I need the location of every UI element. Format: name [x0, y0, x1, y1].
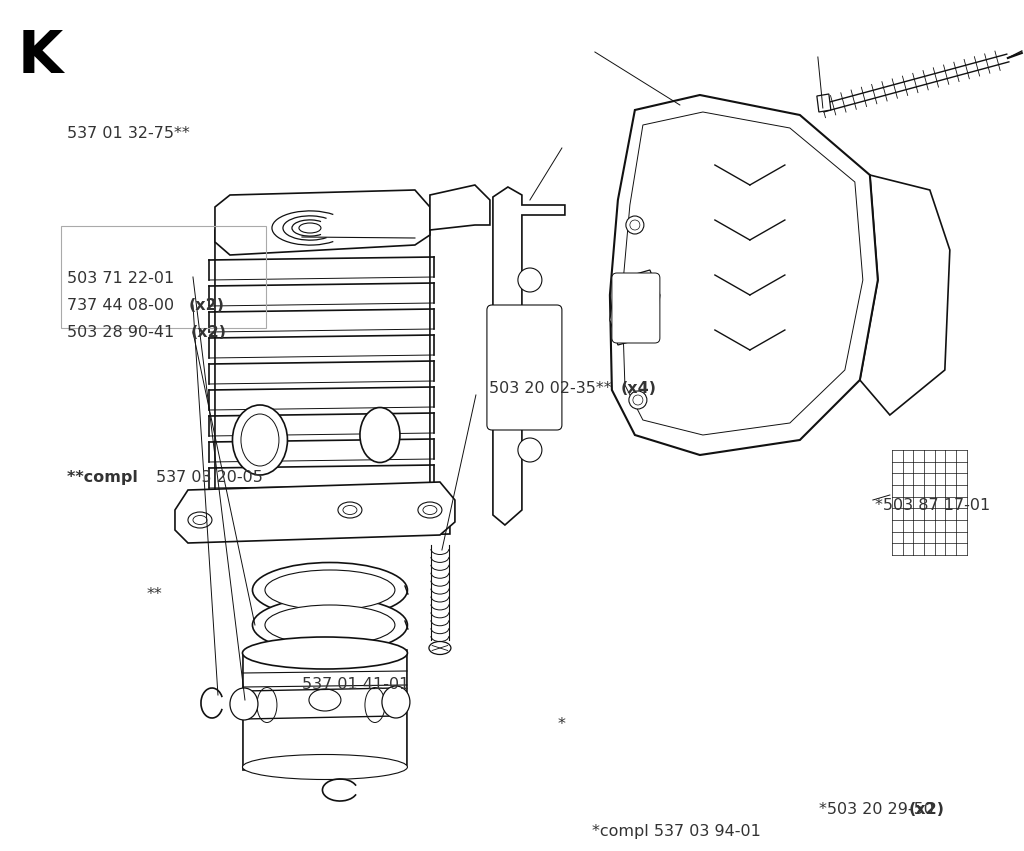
Text: **: ** [146, 587, 162, 603]
Circle shape [629, 391, 647, 409]
Text: 537 01 41-01: 537 01 41-01 [302, 677, 410, 693]
Text: 503 20 02-35**: 503 20 02-35** [489, 381, 617, 397]
Text: (x4): (x4) [621, 381, 656, 397]
Polygon shape [215, 190, 430, 255]
Ellipse shape [365, 688, 385, 722]
Polygon shape [215, 220, 430, 515]
Text: *503 20 29-50: *503 20 29-50 [819, 802, 939, 817]
FancyBboxPatch shape [612, 273, 659, 343]
Ellipse shape [299, 223, 321, 233]
Text: 537 01 32-75**: 537 01 32-75** [67, 126, 189, 141]
Text: **compl: **compl [67, 470, 143, 485]
Ellipse shape [241, 414, 279, 466]
Ellipse shape [265, 605, 395, 645]
Text: 537 03 20-05: 537 03 20-05 [156, 470, 262, 485]
Ellipse shape [423, 505, 437, 515]
Ellipse shape [309, 689, 341, 711]
Circle shape [633, 395, 643, 405]
Ellipse shape [429, 642, 451, 654]
Text: (x2): (x2) [190, 325, 226, 340]
Text: (x2): (x2) [908, 802, 944, 817]
Polygon shape [817, 94, 830, 112]
Text: *503 87 17-01: *503 87 17-01 [876, 498, 990, 513]
Polygon shape [860, 175, 950, 415]
Polygon shape [610, 95, 878, 455]
Ellipse shape [253, 597, 408, 653]
Polygon shape [610, 270, 659, 345]
Ellipse shape [418, 502, 442, 518]
Text: (x2): (x2) [188, 298, 224, 313]
Polygon shape [243, 650, 407, 770]
Text: K: K [18, 28, 63, 85]
Text: 503 71 22-01: 503 71 22-01 [67, 271, 174, 286]
Ellipse shape [188, 512, 212, 528]
Ellipse shape [382, 686, 410, 718]
Ellipse shape [257, 688, 276, 722]
Text: 503 28 90-41: 503 28 90-41 [67, 325, 179, 340]
Ellipse shape [230, 688, 258, 720]
Text: *: * [557, 717, 565, 733]
Ellipse shape [265, 570, 395, 610]
Ellipse shape [360, 408, 400, 462]
Ellipse shape [243, 637, 408, 669]
Text: 737 44 08-00: 737 44 08-00 [67, 298, 179, 313]
Circle shape [630, 220, 640, 230]
Ellipse shape [343, 505, 357, 515]
Circle shape [518, 438, 542, 462]
Ellipse shape [243, 755, 408, 780]
Ellipse shape [232, 405, 288, 475]
Polygon shape [493, 187, 565, 525]
Ellipse shape [253, 563, 408, 618]
Ellipse shape [193, 516, 207, 524]
Polygon shape [209, 496, 450, 539]
Text: *compl 537 03 94-01: *compl 537 03 94-01 [592, 824, 761, 839]
Polygon shape [430, 185, 489, 230]
Ellipse shape [338, 502, 361, 518]
Circle shape [626, 216, 644, 234]
Polygon shape [175, 482, 455, 543]
Circle shape [518, 268, 542, 292]
FancyBboxPatch shape [487, 305, 562, 430]
